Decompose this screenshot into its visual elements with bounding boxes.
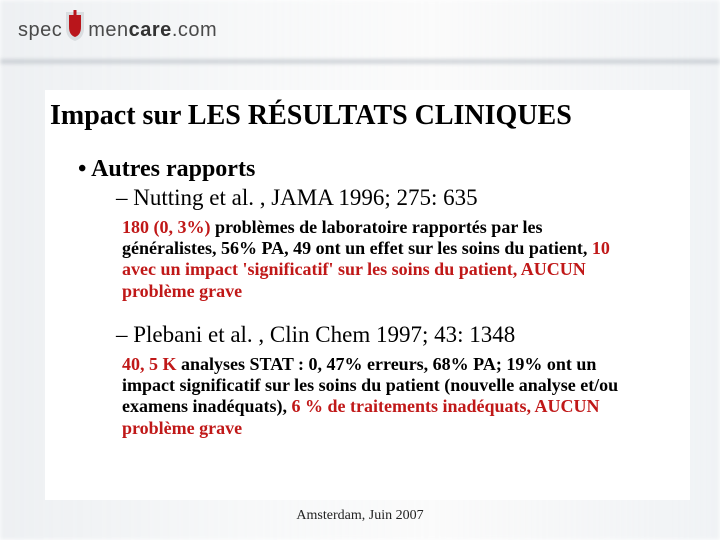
- brand-logo: spec men care .com: [18, 10, 217, 42]
- nutting-lead-red: 180 (0, 3%): [122, 217, 211, 237]
- plebani-lead-red: 40, 5 K: [122, 354, 177, 374]
- slide-body: Impact sur LES RÉSULTATS CLINIQUES Autre…: [0, 0, 720, 439]
- paragraph-nutting: 180 (0, 3%) problèmes de laboratoire rap…: [122, 217, 640, 302]
- footer-text: Amsterdam, Juin 2007: [0, 508, 720, 524]
- slide-title: Impact sur LES RÉSULTATS CLINIQUES: [50, 100, 670, 132]
- logo-text-care: care: [129, 19, 172, 42]
- citation-plebani: Plebani et al. , Clin Chem 1997; 43: 134…: [116, 322, 670, 348]
- logo-text-dotcom: .com: [172, 19, 217, 42]
- paragraph-plebani: 40, 5 K analyses STAT : 0, 47% erreurs, …: [122, 354, 640, 439]
- bullet-main: Autres rapports: [78, 156, 670, 183]
- logo-text-spec: spec: [18, 19, 62, 42]
- logo-text-men: men: [88, 19, 128, 42]
- shield-icon: [64, 10, 86, 42]
- citation-nutting: Nutting et al. , JAMA 1996; 275: 635: [116, 185, 670, 211]
